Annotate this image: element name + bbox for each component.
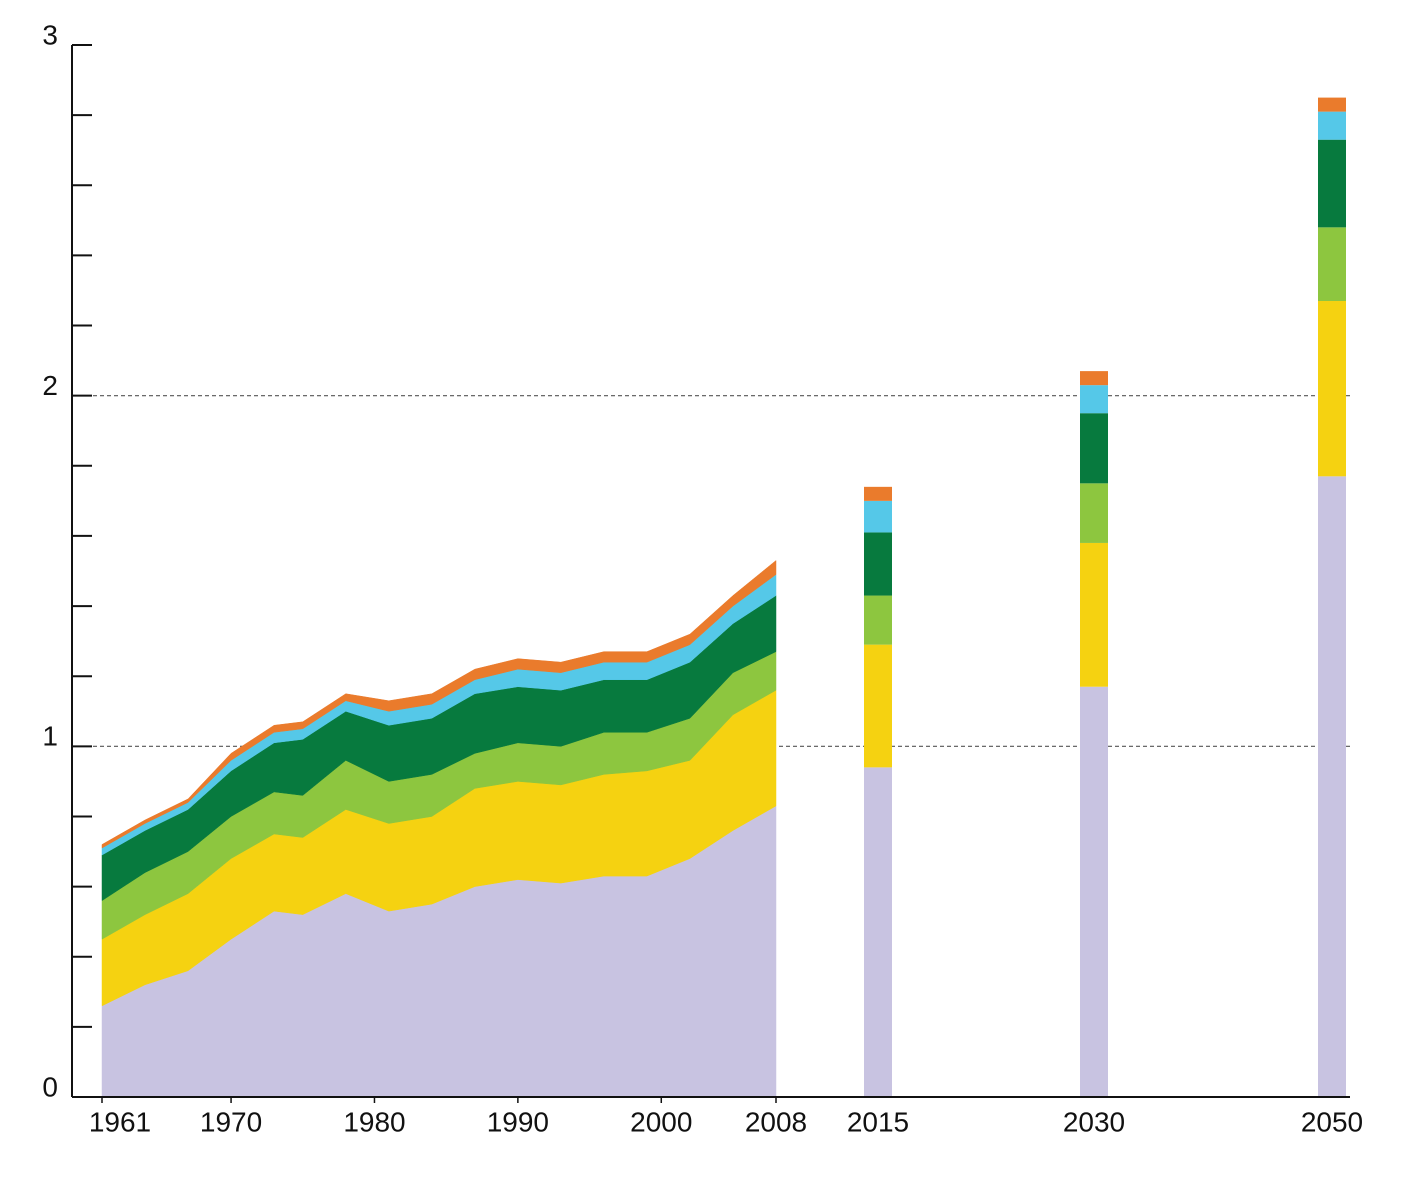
bar-segment <box>1318 139 1346 228</box>
bar-segment <box>1318 111 1346 140</box>
y-tick-label: 1 <box>42 721 58 752</box>
y-tick-label: 2 <box>42 370 58 401</box>
bar-segment <box>1318 227 1346 301</box>
bar-segment <box>1080 371 1108 386</box>
bar-segment <box>1080 413 1108 484</box>
x-tick-label: 1961 <box>89 1106 151 1137</box>
area-layer <box>101 559 777 849</box>
y-tick-label: 0 <box>42 1071 58 1102</box>
bar-segment <box>1318 300 1346 477</box>
bar-segment <box>1080 686 1108 1097</box>
x-tick-label: 2015 <box>847 1106 909 1137</box>
x-tick-label: 1980 <box>343 1106 405 1137</box>
bar-segment <box>1318 476 1346 1097</box>
bar-segment <box>864 486 892 501</box>
x-tick-label: 2008 <box>745 1106 807 1137</box>
x-tick-label: 1970 <box>200 1106 262 1137</box>
bar-segment <box>864 644 892 768</box>
bar-segment <box>1080 542 1108 687</box>
bar-segment <box>1080 483 1108 543</box>
bar-segment <box>864 767 892 1097</box>
bar-segment <box>864 532 892 596</box>
bar-segment <box>1080 385 1108 414</box>
y-tick-label: 3 <box>42 19 58 50</box>
bar-segment <box>1318 97 1346 112</box>
bar-segment <box>864 500 892 533</box>
x-tick-label: 1990 <box>487 1106 549 1137</box>
x-tick-label: 2030 <box>1063 1106 1125 1137</box>
x-tick-label: 2000 <box>630 1106 692 1137</box>
bar-segment <box>864 595 892 645</box>
x-tick-label: 2050 <box>1301 1106 1363 1137</box>
